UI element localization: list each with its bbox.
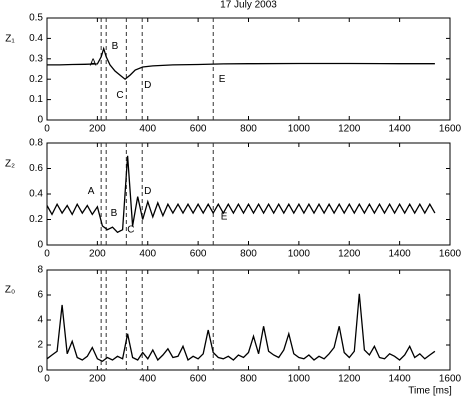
y-tick-label: 2 xyxy=(37,340,43,351)
annotation: A xyxy=(90,58,97,69)
x-tick-label: 1400 xyxy=(389,124,412,135)
x-tick-label: 400 xyxy=(139,249,156,260)
annotation: A xyxy=(88,186,95,197)
x-tick-label: 0 xyxy=(44,249,50,260)
x-tick-label: 1200 xyxy=(338,374,361,385)
x-tick-label: 1200 xyxy=(338,124,361,135)
annotation: B xyxy=(111,208,118,219)
data-line xyxy=(47,46,435,81)
y-axis-label: Z₂ xyxy=(5,159,15,170)
y-tick-label: 0.4 xyxy=(29,33,43,44)
x-tick-label: 0 xyxy=(44,374,50,385)
x-tick-label: 1400 xyxy=(389,249,412,260)
y-tick-label: 0.6 xyxy=(29,163,43,174)
y-tick-label: 6 xyxy=(37,290,43,301)
x-tick-label: 200 xyxy=(89,374,106,385)
x-tick-label: 200 xyxy=(89,124,106,135)
x-tick-label: 400 xyxy=(139,374,156,385)
x-tick-label: 1400 xyxy=(389,374,412,385)
annotation: D xyxy=(144,80,151,91)
data-line xyxy=(46,155,436,234)
x-axis-label: Time [ms] xyxy=(408,386,452,397)
x-tick-label: 1600 xyxy=(439,374,462,385)
x-tick-label: 1600 xyxy=(439,249,462,260)
y-tick-label: 0 xyxy=(37,365,43,376)
y-axis-label: Z₁ xyxy=(5,34,15,45)
chart-title: 17 July 2003 xyxy=(220,0,277,11)
y-tick-label: 0 xyxy=(37,240,43,251)
x-tick-label: 1200 xyxy=(338,249,361,260)
plot-frame xyxy=(46,269,451,371)
y-tick-label: 0.1 xyxy=(29,94,43,105)
y-tick-label: 0 xyxy=(37,115,43,126)
data-line xyxy=(46,293,436,363)
y-tick-label: 0.4 xyxy=(29,189,43,200)
y-tick-label: 0.3 xyxy=(29,53,43,64)
y-tick-label: 0.8 xyxy=(29,138,43,149)
annotation: D xyxy=(144,186,151,197)
x-tick-label: 800 xyxy=(240,374,257,385)
x-tick-label: 1000 xyxy=(288,374,311,385)
annotation: E xyxy=(219,74,226,85)
y-tick-label: 0.2 xyxy=(29,214,43,225)
x-tick-label: 400 xyxy=(139,124,156,135)
y-tick-label: 0.5 xyxy=(29,13,43,24)
y-axis-label: Z₀ xyxy=(5,285,15,296)
x-tick-label: 600 xyxy=(190,374,207,385)
x-tick-label: 1600 xyxy=(439,124,462,135)
annotation: E xyxy=(221,212,228,223)
x-tick-label: 0 xyxy=(44,124,50,135)
x-tick-label: 800 xyxy=(240,249,257,260)
y-tick-label: 0.2 xyxy=(29,74,43,85)
annotation: B xyxy=(112,41,119,52)
y-tick-label: 4 xyxy=(37,315,43,326)
x-tick-label: 1000 xyxy=(288,124,311,135)
annotation: C xyxy=(116,90,123,101)
x-tick-label: 1000 xyxy=(288,249,311,260)
y-tick-label: 8 xyxy=(37,265,43,276)
plot-frame xyxy=(46,17,451,121)
x-tick-label: 600 xyxy=(190,249,207,260)
x-tick-label: 200 xyxy=(89,249,106,260)
x-tick-label: 600 xyxy=(190,124,207,135)
x-tick-label: 800 xyxy=(240,124,257,135)
annotation: C xyxy=(127,224,134,235)
